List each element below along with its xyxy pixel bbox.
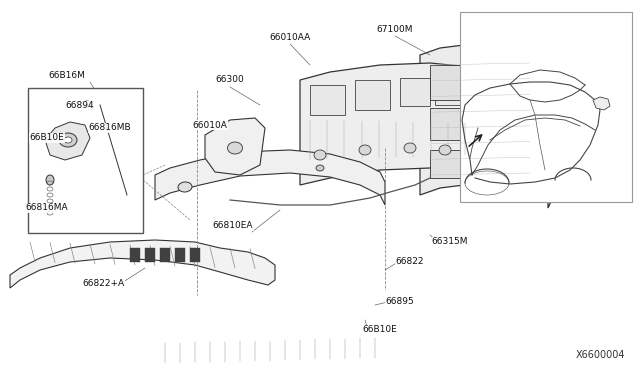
Text: 66810EA: 66810EA <box>212 221 253 231</box>
Polygon shape <box>300 63 475 192</box>
Ellipse shape <box>178 182 192 192</box>
Bar <box>430 150 530 178</box>
Ellipse shape <box>64 137 72 143</box>
Bar <box>310 85 345 115</box>
Ellipse shape <box>359 145 371 155</box>
Ellipse shape <box>316 165 324 171</box>
Polygon shape <box>160 248 170 262</box>
Polygon shape <box>593 97 610 110</box>
Ellipse shape <box>83 101 91 107</box>
Polygon shape <box>175 248 185 262</box>
Text: 66895: 66895 <box>386 298 414 307</box>
Polygon shape <box>45 122 90 160</box>
Polygon shape <box>420 42 555 208</box>
Text: 67100M: 67100M <box>377 26 413 35</box>
Text: X6600004: X6600004 <box>575 350 625 360</box>
Ellipse shape <box>314 150 326 160</box>
Text: 66822: 66822 <box>396 257 424 266</box>
Text: 66300: 66300 <box>216 76 244 84</box>
Bar <box>355 80 390 110</box>
Ellipse shape <box>404 143 416 153</box>
Bar <box>430 65 530 100</box>
Polygon shape <box>155 150 385 205</box>
Text: 66816MA: 66816MA <box>26 203 68 212</box>
Ellipse shape <box>46 175 54 185</box>
Bar <box>28 88 143 233</box>
Ellipse shape <box>59 133 77 147</box>
Polygon shape <box>205 118 265 175</box>
Text: 66822+A: 66822+A <box>82 279 124 289</box>
Ellipse shape <box>439 145 451 155</box>
Polygon shape <box>130 248 140 262</box>
Bar <box>400 78 430 106</box>
Text: 66315M: 66315M <box>432 237 468 247</box>
Polygon shape <box>10 240 275 288</box>
Bar <box>430 108 530 140</box>
Text: 66B10E: 66B10E <box>29 134 65 142</box>
Text: 66010AA: 66010AA <box>269 33 310 42</box>
Text: 66B16M: 66B16M <box>49 71 85 80</box>
Text: 66B10E: 66B10E <box>363 326 397 334</box>
Ellipse shape <box>227 142 243 154</box>
Text: 66010A: 66010A <box>193 121 227 129</box>
Bar <box>460 12 632 202</box>
Bar <box>435 80 460 105</box>
Text: 66894: 66894 <box>66 102 94 110</box>
Polygon shape <box>145 248 155 262</box>
Text: 66816MB: 66816MB <box>89 124 131 132</box>
Polygon shape <box>190 248 200 262</box>
